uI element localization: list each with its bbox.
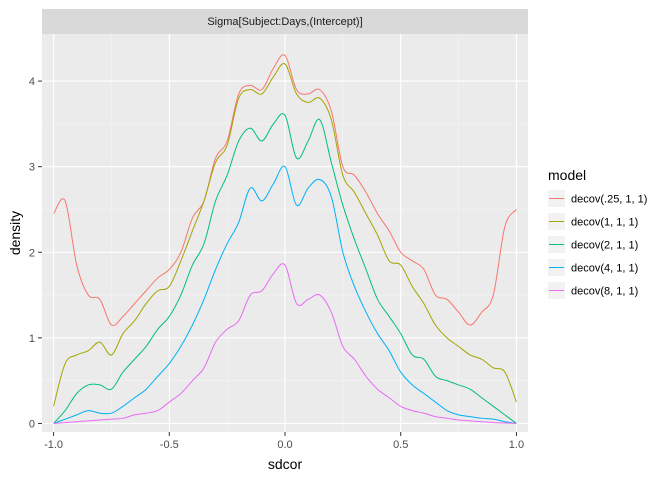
facet-strip-label: Sigma[Subject:Days,(Intercept)]: [207, 16, 362, 28]
legend-label: decov(1, 1, 1): [571, 217, 638, 229]
series-line-2: [53, 62, 517, 407]
series-lines: [53, 54, 517, 424]
legend-label: decov(4, 1, 1): [571, 263, 638, 275]
y-tick-label: 3: [29, 162, 35, 174]
grid-lines: [42, 34, 528, 432]
facet-strip: [42, 9, 528, 34]
x-tick-label: -0.5: [160, 439, 179, 451]
series-line-4: [53, 165, 517, 424]
series-line-1: [53, 54, 517, 327]
x-tick-label: -1.0: [44, 439, 63, 451]
x-tick-label: 0.5: [393, 439, 408, 451]
y-tick-label: 0: [29, 418, 35, 430]
series-line-5: [53, 263, 517, 424]
x-tick-label: 1.0: [509, 439, 524, 451]
x-tick-label: 0.0: [277, 439, 292, 451]
legend-label: decov(2, 1, 1): [571, 240, 638, 252]
y-tick-label: 4: [29, 76, 35, 88]
legend-label: decov(8, 1, 1): [571, 286, 638, 298]
legend: model decov(.25, 1, 1) decov(1, 1, 1) deco…: [548, 167, 647, 299]
legend-title: model: [548, 167, 586, 183]
y-tick-label: 1: [29, 333, 35, 345]
y-tick-label: 2: [29, 247, 35, 259]
x-axis-title: sdcor: [268, 456, 303, 472]
y-axis-title: density: [7, 211, 23, 255]
legend-label: decov(.25, 1, 1): [571, 194, 647, 206]
series-line-3: [53, 113, 517, 424]
axis-ticks: -1.0 -0.5 0.0 0.5 1.0 0 1 2 3 4: [29, 76, 524, 451]
